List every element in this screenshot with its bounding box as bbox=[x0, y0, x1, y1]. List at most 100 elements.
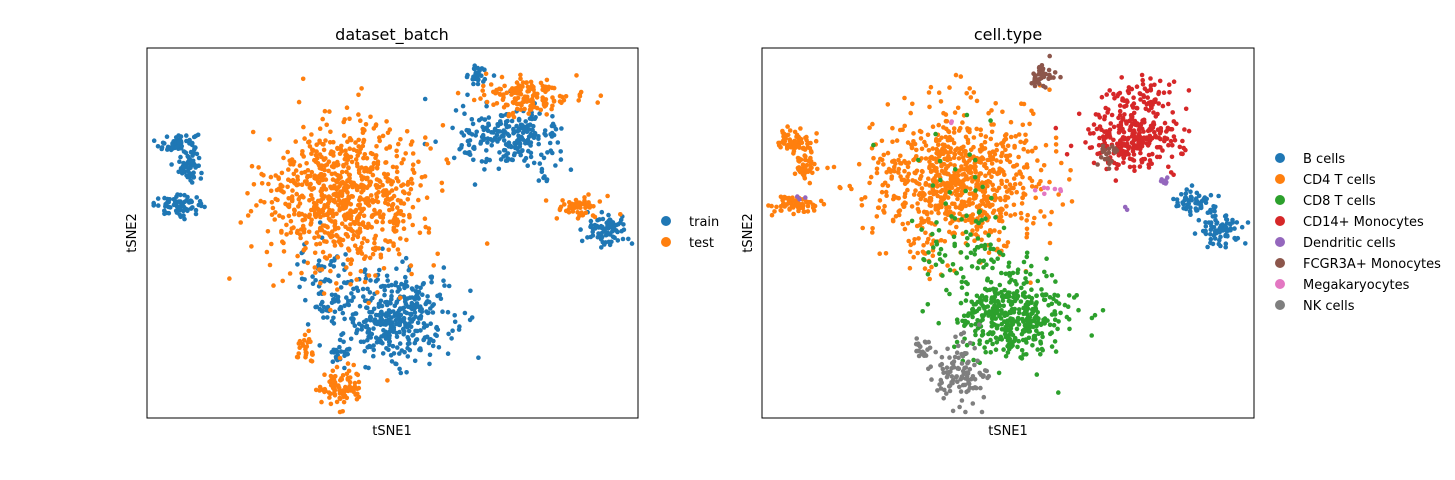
point-test bbox=[384, 146, 389, 151]
point-test bbox=[401, 226, 407, 231]
point-cd4-t-cells bbox=[883, 251, 889, 256]
point-test bbox=[424, 195, 430, 200]
legend-label-train: train bbox=[689, 215, 719, 230]
point-train bbox=[151, 138, 157, 143]
point-test bbox=[323, 212, 329, 217]
point-cd4-t-cells bbox=[1024, 226, 1030, 232]
point-test bbox=[396, 251, 402, 257]
point-nk-cells bbox=[923, 353, 929, 358]
point-nk-cells bbox=[964, 374, 970, 379]
scatter-points bbox=[766, 53, 1251, 415]
point-test bbox=[394, 148, 399, 154]
point-test bbox=[329, 219, 335, 224]
point-cd4-t-cells bbox=[912, 141, 918, 147]
point-train bbox=[520, 130, 526, 135]
point-cd4-t-cells bbox=[808, 140, 813, 146]
point-train bbox=[303, 297, 308, 303]
point-cd14-monocytes bbox=[1128, 113, 1134, 118]
point-train bbox=[192, 145, 197, 150]
point-cd14-monocytes bbox=[1186, 88, 1192, 93]
point-cd14-monocytes bbox=[1171, 119, 1177, 124]
point-train bbox=[362, 348, 368, 354]
point-cd8-t-cells bbox=[925, 272, 931, 277]
point-cd4-t-cells bbox=[906, 238, 911, 244]
point-test bbox=[322, 255, 328, 260]
point-test bbox=[399, 160, 405, 166]
point-test bbox=[349, 159, 355, 165]
point-cd4-t-cells bbox=[1000, 207, 1005, 212]
point-cd14-monocytes bbox=[1148, 86, 1153, 92]
point-test bbox=[363, 122, 369, 127]
point-test bbox=[319, 399, 324, 405]
point-cd8-t-cells bbox=[1049, 312, 1055, 317]
point-nk-cells bbox=[965, 360, 970, 366]
point-train bbox=[430, 310, 436, 315]
point-test bbox=[254, 203, 259, 208]
point-nk-cells bbox=[956, 343, 961, 349]
point-test bbox=[300, 149, 305, 154]
point-train bbox=[386, 308, 392, 313]
point-test bbox=[483, 71, 489, 77]
point-train bbox=[472, 146, 477, 151]
point-test bbox=[347, 176, 352, 181]
point-test bbox=[345, 388, 351, 393]
point-cd8-t-cells bbox=[982, 345, 987, 350]
point-test bbox=[498, 87, 504, 92]
point-cd4-t-cells bbox=[928, 155, 933, 161]
point-cd4-t-cells bbox=[874, 214, 880, 219]
point-cd4-t-cells bbox=[970, 228, 975, 233]
point-test bbox=[560, 198, 565, 203]
point-cd14-monocytes bbox=[1128, 124, 1133, 130]
point-train bbox=[512, 151, 517, 156]
point-test bbox=[295, 228, 300, 234]
point-train bbox=[425, 299, 430, 304]
point-test bbox=[338, 181, 344, 187]
point-train bbox=[376, 312, 381, 318]
point-cd4-t-cells bbox=[1004, 204, 1009, 209]
point-cd4-t-cells bbox=[906, 171, 912, 177]
point-train bbox=[370, 295, 375, 301]
point-cd8-t-cells bbox=[1002, 331, 1008, 337]
point-cd8-t-cells bbox=[967, 152, 972, 157]
point-test bbox=[309, 350, 315, 355]
point-cd4-t-cells bbox=[953, 182, 958, 188]
point-test bbox=[528, 79, 534, 85]
point-cd4-t-cells bbox=[958, 74, 964, 79]
point-b-cells bbox=[1208, 227, 1214, 232]
point-test bbox=[321, 291, 327, 296]
point-train bbox=[382, 333, 388, 338]
point-train bbox=[438, 296, 444, 302]
point-cd8-t-cells bbox=[1003, 354, 1009, 359]
point-cd8-t-cells bbox=[1040, 347, 1045, 353]
point-cd4-t-cells bbox=[930, 146, 936, 151]
point-megakaryocytes bbox=[1032, 187, 1038, 193]
point-test bbox=[334, 232, 339, 238]
point-test bbox=[347, 172, 353, 178]
point-test bbox=[324, 122, 330, 128]
point-test bbox=[383, 197, 389, 203]
point-train bbox=[192, 163, 197, 168]
point-cd4-t-cells bbox=[918, 136, 924, 141]
point-test bbox=[518, 107, 523, 112]
point-cd8-t-cells bbox=[1003, 310, 1008, 316]
point-cd4-t-cells bbox=[862, 195, 868, 200]
point-train bbox=[492, 126, 498, 132]
point-test bbox=[342, 215, 348, 220]
point-test bbox=[358, 245, 364, 250]
point-test bbox=[281, 249, 287, 254]
point-cd4-t-cells bbox=[1014, 162, 1020, 168]
point-cd8-t-cells bbox=[980, 332, 986, 337]
point-cd4-t-cells bbox=[994, 147, 999, 153]
point-cd4-t-cells bbox=[1068, 168, 1073, 173]
point-train bbox=[177, 206, 183, 212]
point-test bbox=[267, 262, 273, 268]
chart-title: cell.type bbox=[974, 25, 1042, 44]
point-train bbox=[446, 283, 452, 289]
point-test bbox=[377, 135, 382, 140]
point-train bbox=[383, 329, 389, 335]
point-fcgr3a-monocytes bbox=[1043, 85, 1048, 90]
point-cd8-t-cells bbox=[1019, 285, 1024, 291]
point-cd4-t-cells bbox=[944, 208, 949, 214]
point-nk-cells bbox=[959, 374, 965, 380]
point-cd4-t-cells bbox=[890, 139, 895, 145]
